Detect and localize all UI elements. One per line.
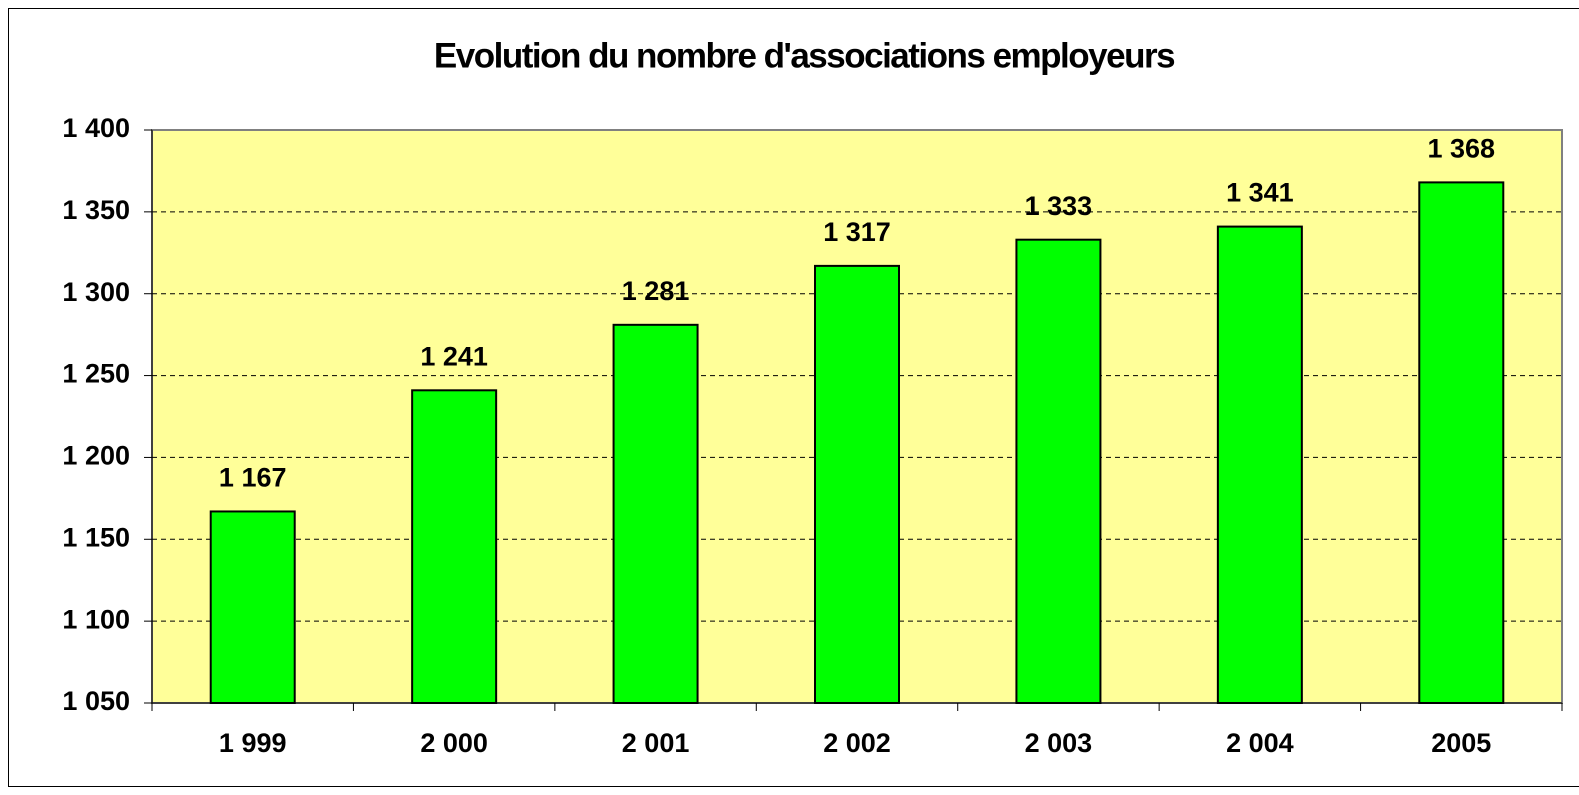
x-tick-label: 2 004	[1226, 728, 1294, 758]
y-tick-label: 1 150	[62, 522, 130, 552]
y-tick-label: 1 400	[62, 113, 130, 143]
y-tick-label: 1 250	[62, 359, 130, 389]
data-label: 1 368	[1427, 134, 1495, 164]
bar	[1216, 225, 1303, 704]
data-label: 1 241	[420, 341, 488, 371]
bar	[1418, 181, 1505, 705]
data-label: 1 167	[219, 463, 287, 493]
data-label: 1 333	[1025, 191, 1093, 221]
x-tick-label: 2 003	[1025, 728, 1093, 758]
bar	[1015, 238, 1102, 704]
bar	[814, 264, 900, 704]
bar	[209, 510, 296, 704]
data-label: 1 341	[1226, 178, 1294, 208]
x-tick-label: 1 999	[219, 728, 287, 758]
chart-title: Evolution du nombre d'associations emplo…	[434, 36, 1175, 75]
y-tick-label: 1 200	[62, 441, 130, 471]
data-label: 1 317	[823, 217, 891, 247]
y-tick-label: 1 100	[62, 604, 130, 634]
x-tick-label: 2005	[1431, 728, 1491, 758]
data-label: 1 281	[622, 276, 690, 306]
bar	[411, 389, 498, 704]
bar	[612, 323, 699, 704]
y-tick-label: 1 050	[62, 686, 130, 716]
x-tick-label: 2 000	[420, 728, 488, 758]
y-tick-label: 1 300	[62, 277, 130, 307]
y-tick-label: 1 350	[62, 195, 130, 225]
x-tick-label: 2 001	[622, 728, 690, 758]
x-tick-label: 2 002	[823, 728, 891, 758]
